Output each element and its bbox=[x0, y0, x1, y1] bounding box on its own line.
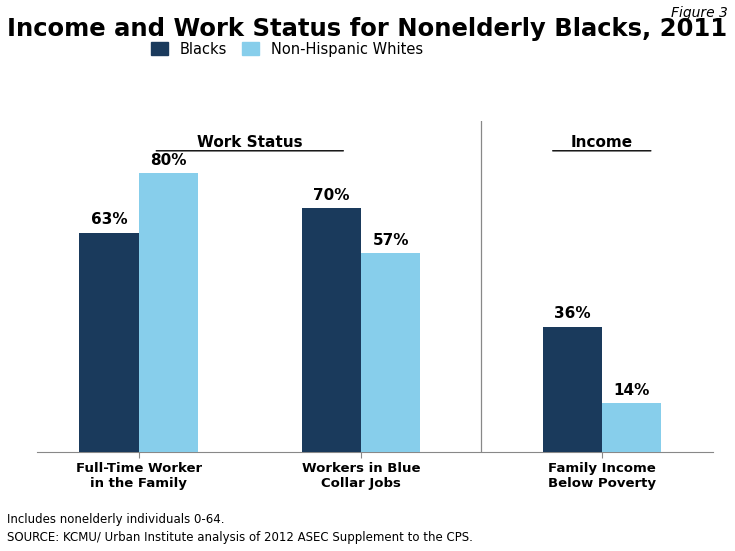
Bar bbox=[602, 403, 661, 452]
Bar bbox=[139, 174, 198, 452]
Text: Income and Work Status for Nonelderly Blacks, 2011: Income and Work Status for Nonelderly Bl… bbox=[7, 17, 728, 41]
Text: THE HENRY J.: THE HENRY J. bbox=[645, 499, 686, 504]
Text: 70%: 70% bbox=[313, 188, 350, 203]
Text: 57%: 57% bbox=[373, 233, 409, 249]
Text: 80%: 80% bbox=[150, 153, 187, 168]
Text: Figure 3: Figure 3 bbox=[671, 6, 728, 19]
Bar bbox=[79, 233, 139, 452]
Text: Work Status: Work Status bbox=[197, 135, 303, 150]
Bar bbox=[361, 253, 420, 452]
Legend: Blacks, Non-Hispanic Whites: Blacks, Non-Hispanic Whites bbox=[145, 36, 429, 63]
Text: 36%: 36% bbox=[554, 306, 590, 321]
Text: 14%: 14% bbox=[613, 383, 650, 398]
Text: Includes nonelderly individuals 0-64.: Includes nonelderly individuals 0-64. bbox=[7, 513, 225, 526]
Bar bbox=[301, 208, 361, 452]
Text: FOUNDATION: FOUNDATION bbox=[645, 537, 686, 542]
Text: 63%: 63% bbox=[90, 212, 127, 228]
Text: SOURCE: KCMU/ Urban Institute analysis of 2012 ASEC Supplement to the CPS.: SOURCE: KCMU/ Urban Institute analysis o… bbox=[7, 531, 473, 544]
Bar bbox=[542, 327, 602, 452]
Text: KAISER: KAISER bbox=[639, 511, 691, 525]
Text: Income: Income bbox=[571, 135, 633, 150]
Text: FAMILY: FAMILY bbox=[641, 525, 689, 538]
